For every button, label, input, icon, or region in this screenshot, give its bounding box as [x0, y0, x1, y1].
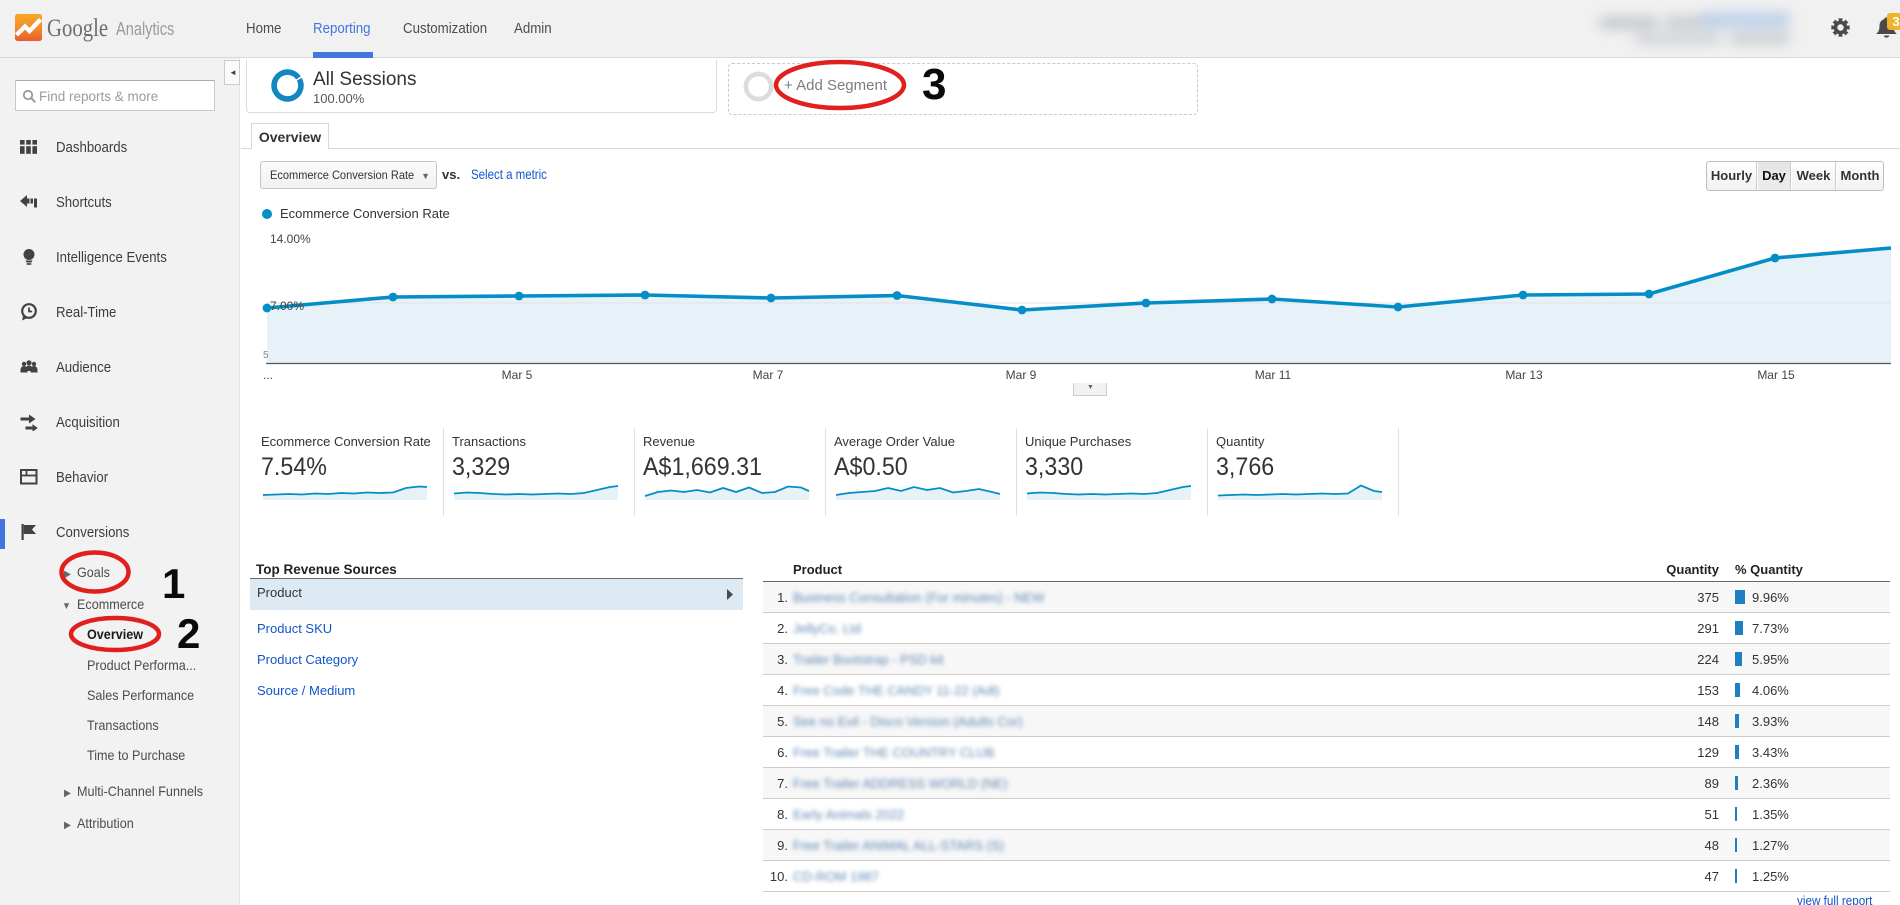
svg-text:14.00%: 14.00%	[270, 232, 311, 246]
svg-text:Mar 11: Mar 11	[1255, 368, 1292, 382]
svg-text:5: 5	[263, 350, 269, 361]
svg-text:Mar 15: Mar 15	[1757, 368, 1795, 382]
svg-text:7.00%: 7.00%	[270, 299, 304, 313]
svg-text:Mar 5: Mar 5	[502, 368, 533, 382]
svg-text:Mar 7: Mar 7	[753, 368, 784, 382]
svg-text:Mar 13: Mar 13	[1505, 368, 1543, 382]
svg-text:Mar 9: Mar 9	[1006, 368, 1037, 382]
svg-text:...: ...	[263, 368, 273, 382]
